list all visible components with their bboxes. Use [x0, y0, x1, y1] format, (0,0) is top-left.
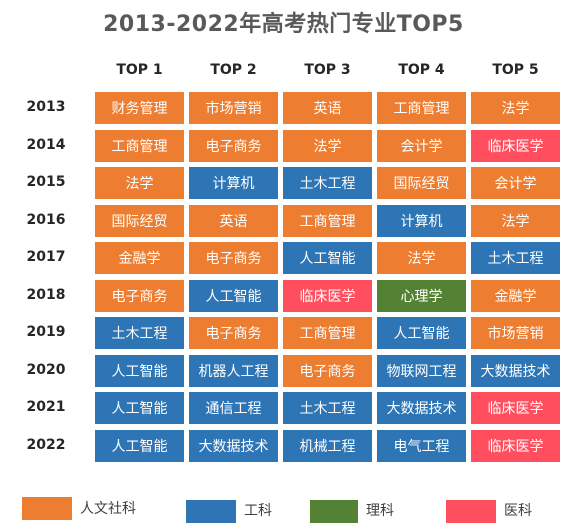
major-cell: 土木工程	[471, 242, 560, 274]
major-cell: 人工智能	[189, 279, 278, 312]
major-cell: 金融学	[95, 242, 184, 274]
year-label: 2018	[26, 286, 66, 303]
major-cell: 会计学	[471, 167, 560, 199]
major-cell: 金融学	[471, 279, 560, 312]
major-cell: 大数据技术	[377, 392, 466, 424]
major-cell: 临床医学	[471, 429, 560, 462]
major-cell: 工商管理	[283, 317, 372, 349]
major-cell: 国际经贸	[95, 204, 184, 237]
major-cell: 会计学	[377, 129, 466, 162]
major-cell: 英语	[283, 92, 372, 124]
column-header: TOP 4	[398, 62, 445, 78]
major-cell: 电子商务	[283, 354, 372, 387]
legend-label-humanities: 人文社科	[80, 501, 136, 517]
legend-label-medicine: 医科	[504, 503, 532, 519]
major-cell: 临床医学	[471, 392, 560, 424]
legend-label-engineering: 工科	[244, 503, 272, 519]
major-cell: 土木工程	[95, 317, 184, 349]
major-cell: 工商管理	[283, 204, 372, 237]
major-cell: 法学	[283, 129, 372, 162]
column-header: TOP 2	[210, 62, 257, 78]
legend-label-science: 理科	[366, 503, 394, 519]
year-label: 2015	[26, 174, 66, 190]
major-cell: 土木工程	[283, 392, 372, 424]
major-cell: 法学	[471, 92, 560, 124]
column-header: TOP 3	[304, 62, 351, 78]
major-cell: 人工智能	[377, 317, 466, 349]
major-cell: 工商管理	[377, 92, 466, 124]
major-cell: 电子商务	[189, 129, 278, 162]
legend-swatch-humanities	[22, 497, 72, 520]
major-cell: 工商管理	[95, 129, 184, 162]
major-cell: 电子商务	[95, 279, 184, 312]
major-cell: 心理学	[377, 279, 466, 312]
major-cell: 大数据技术	[189, 429, 278, 462]
legend-swatch-engineering	[186, 500, 236, 523]
major-cell: 国际经贸	[377, 167, 466, 199]
major-cell: 电子商务	[189, 242, 278, 274]
major-cell: 临床医学	[283, 279, 372, 312]
year-label: 2020	[26, 361, 66, 378]
major-cell: 市场营销	[189, 92, 278, 124]
major-cell: 法学	[471, 204, 560, 237]
year-label: 2019	[26, 324, 66, 340]
year-label: 2014	[26, 136, 66, 153]
major-cell: 物联网工程	[377, 354, 466, 387]
legend-swatch-science	[310, 500, 358, 523]
major-cell: 计算机	[377, 204, 466, 237]
major-cell: 英语	[189, 204, 278, 237]
major-cell: 法学	[95, 167, 184, 199]
major-cell: 土木工程	[283, 167, 372, 199]
major-cell: 财务管理	[95, 92, 184, 124]
major-cell: 市场营销	[471, 317, 560, 349]
year-label: 2013	[26, 99, 66, 115]
major-cell: 法学	[377, 242, 466, 274]
major-cell: 电子商务	[189, 317, 278, 349]
column-header: TOP 5	[492, 62, 539, 78]
major-cell: 大数据技术	[471, 354, 560, 387]
legend-swatch-medicine	[446, 500, 496, 523]
year-label: 2022	[26, 436, 66, 453]
major-cell: 人工智能	[283, 242, 372, 274]
major-cell: 机器人工程	[189, 354, 278, 387]
major-cell: 人工智能	[95, 354, 184, 387]
major-cell: 人工智能	[95, 429, 184, 462]
major-cell: 临床医学	[471, 129, 560, 162]
year-label: 2016	[26, 211, 66, 228]
major-cell: 机械工程	[283, 429, 372, 462]
major-cell: 通信工程	[189, 392, 278, 424]
year-label: 2021	[26, 399, 66, 415]
major-cell: 电气工程	[377, 429, 466, 462]
major-cell: 人工智能	[95, 392, 184, 424]
chart-title: 2013-2022年高考热门专业TOP5	[103, 12, 464, 37]
year-label: 2017	[26, 249, 66, 265]
major-cell: 计算机	[189, 167, 278, 199]
column-header: TOP 1	[116, 62, 163, 78]
